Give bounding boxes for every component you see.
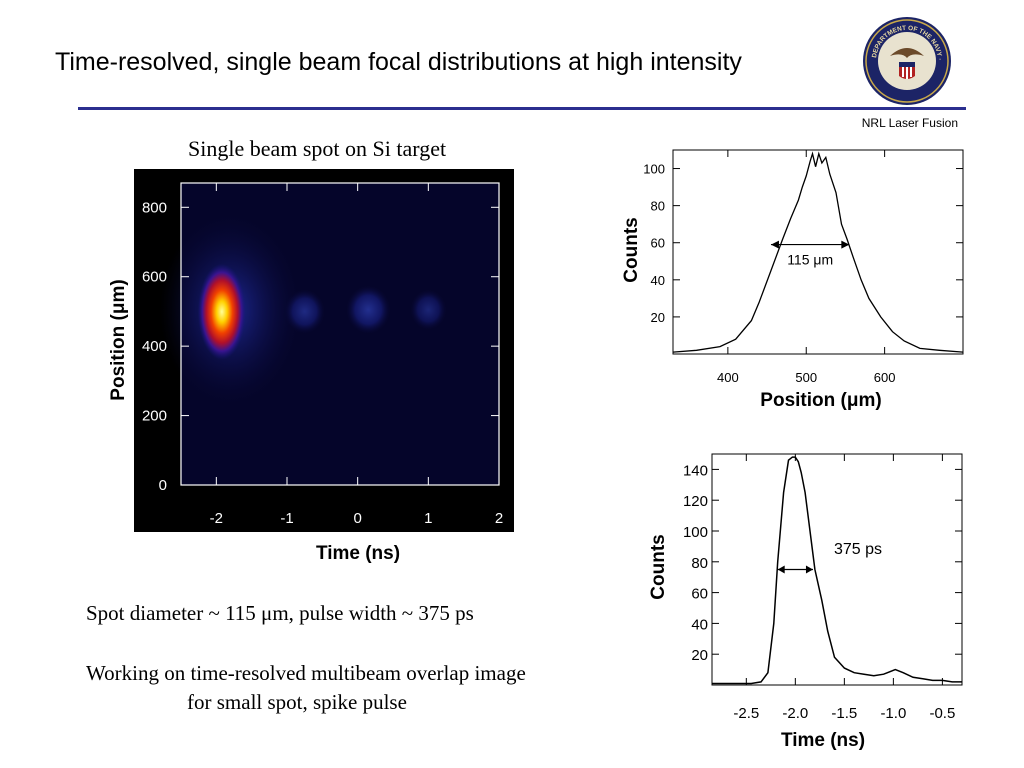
y-tick-label-0: 0 xyxy=(159,477,167,494)
note-line-1: Working on time-resolved multibeam overl… xyxy=(86,661,526,685)
y-tick-label-1: 40 xyxy=(651,273,665,288)
note-working-on: Working on time-resolved multibeam overl… xyxy=(86,659,526,717)
x-axis-title: Time (ns) xyxy=(781,730,865,751)
series-line xyxy=(712,456,962,685)
y-tick-label-6: 140 xyxy=(683,462,708,479)
fwhm-arrowhead-right xyxy=(841,240,850,249)
fwhm-label: 375 ps xyxy=(834,541,882,558)
y-tick-label-3: 80 xyxy=(691,555,708,572)
y-tick-label-4: 800 xyxy=(142,199,167,216)
faint-spot-0 xyxy=(284,289,325,334)
y-tick-label-4: 100 xyxy=(683,524,708,541)
x-tick-label-2: -1.5 xyxy=(831,705,857,722)
fwhm-arrowhead-right xyxy=(805,565,813,574)
x-tick-label-0: 400 xyxy=(717,370,739,385)
hotspot xyxy=(197,263,246,360)
note-line-2: for small spot, spike pulse xyxy=(187,690,407,714)
x-tick-label-1: 500 xyxy=(795,370,817,385)
x-axis-title: Position (μm) xyxy=(760,390,881,411)
y-tick-label-4: 100 xyxy=(643,162,665,177)
seal-gold-ring xyxy=(865,19,949,103)
org-label: NRL Laser Fusion xyxy=(861,116,958,130)
y-tick-label-3: 80 xyxy=(651,199,665,214)
slide-title: Time-resolved, single beam focal distrib… xyxy=(55,48,742,76)
y-tick-label-0: 20 xyxy=(651,310,665,325)
y-axis-title: Position (μm) xyxy=(108,279,129,400)
image-caption: Single beam spot on Si target xyxy=(188,136,447,161)
note-spot-diameter: Spot diameter ~ 115 μm, pulse width ~ 37… xyxy=(86,601,474,625)
x-tick-label-0: -2.5 xyxy=(733,705,759,722)
y-tick-label-1: 200 xyxy=(142,408,167,425)
y-tick-label-2: 400 xyxy=(142,338,167,355)
x-tick-label-4: 2 xyxy=(495,510,503,527)
plot-frame xyxy=(672,149,964,355)
plot-frame xyxy=(711,453,963,686)
x-tick-label-2: 600 xyxy=(874,370,896,385)
image-field xyxy=(181,183,499,485)
fwhm-label: 115 μm xyxy=(787,252,833,268)
y-tick-label-5: 120 xyxy=(683,493,708,510)
faint-spot-2 xyxy=(410,289,447,330)
faint-spot-1 xyxy=(346,285,391,334)
y-tick-label-0: 20 xyxy=(691,647,708,664)
hotspot-halo xyxy=(159,214,300,405)
y-tick-label-1: 40 xyxy=(691,616,708,633)
fwhm-arrowhead-left xyxy=(777,565,785,574)
series-line xyxy=(672,151,964,353)
y-tick-label-2: 60 xyxy=(651,236,665,251)
image-background xyxy=(134,169,514,532)
seal-inner-disc xyxy=(878,32,936,90)
x-tick-label-1: -1 xyxy=(280,510,293,527)
image-frame xyxy=(180,182,500,486)
x-tick-label-1: -2.0 xyxy=(782,705,808,722)
x-tick-label-2: 0 xyxy=(353,510,361,527)
x-tick-label-0: -2 xyxy=(210,510,223,527)
title-rule xyxy=(78,107,966,110)
x-axis-title: Time (ns) xyxy=(316,543,400,564)
y-axis-title: Counts xyxy=(648,534,669,599)
y-tick-label-3: 600 xyxy=(142,269,167,286)
fwhm-arrowhead-left xyxy=(770,240,779,249)
x-tick-label-3: -1.0 xyxy=(880,705,906,722)
y-tick-label-2: 60 xyxy=(691,586,708,603)
seal-eagle-icon xyxy=(890,48,924,58)
x-tick-label-4: -0.5 xyxy=(929,705,955,722)
y-axis-title: Counts xyxy=(621,217,642,282)
x-tick-label-3: 1 xyxy=(424,510,432,527)
navy-seal-logo: DEPARTMENT OF THE NAVY · NAVAL RESEARCH … xyxy=(859,11,951,105)
